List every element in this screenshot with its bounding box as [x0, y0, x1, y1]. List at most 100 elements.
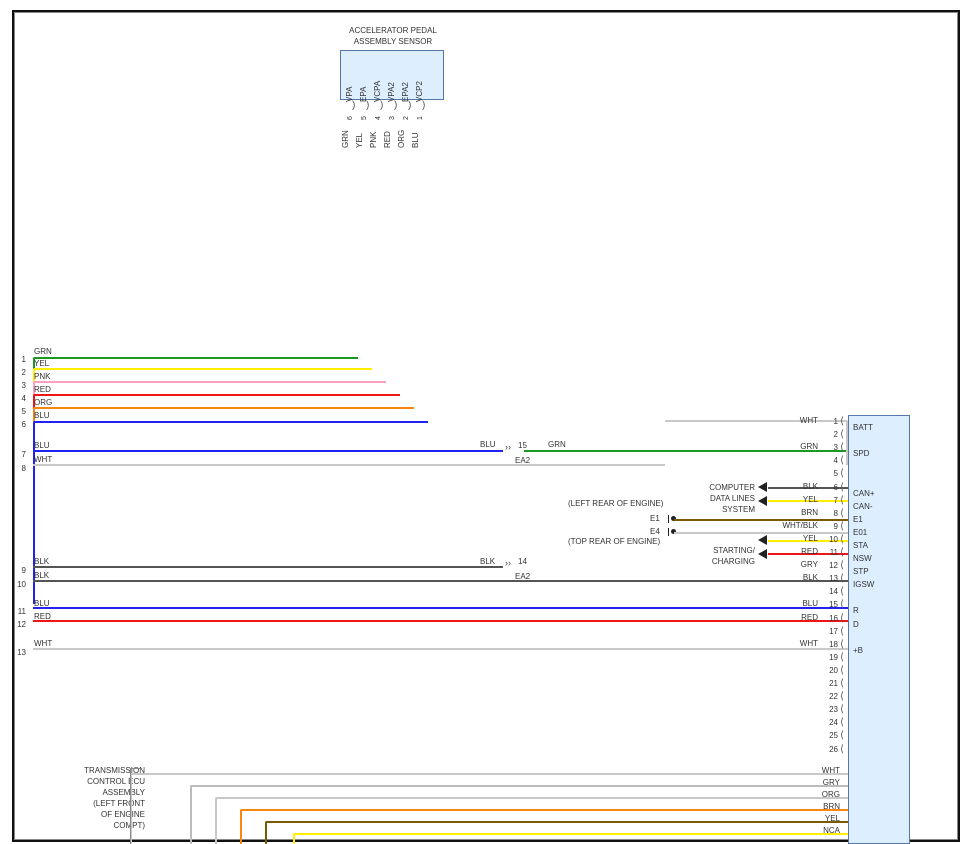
left-wire-label-6: BLU	[34, 411, 50, 420]
sensor-terminal-vcp2: VCP2	[415, 81, 424, 102]
left-wire-label-2: YEL	[34, 359, 50, 368]
trans-ecu-line1: TRANSMISSION	[84, 766, 145, 775]
sensor-title-line2: ASSEMBLY SENSOR	[353, 37, 433, 46]
ecu-bracket-17: ⟨	[840, 625, 844, 637]
ecu-bracket-11: ⟨	[840, 547, 844, 558]
ecu-bracket-15: ⟨	[840, 599, 844, 611]
ecu-wire-label-7: YEL	[802, 494, 818, 504]
accelerator-pedal-sensor-box[interactable]	[340, 50, 444, 100]
splice-num-14: 14	[518, 557, 527, 566]
arrow-icon-sta	[758, 535, 767, 545]
ecu-pin-no-3: 3	[833, 443, 838, 453]
left-wire-label-9: BLK	[34, 557, 50, 566]
left-wire-label-3: PNK	[34, 372, 51, 381]
ecu-bracket-6: ⟨	[840, 481, 844, 493]
left-pin-no-1: 1	[21, 355, 26, 364]
arrow-icon-can-plus	[758, 482, 767, 492]
ecu-pin-no-23: 23	[829, 705, 838, 715]
ecu-bracket-1: ⟨	[840, 416, 844, 427]
splice-marker-ea2-14[interactable]: ››	[505, 558, 511, 568]
sensor-title-line1: ACCELERATOR PEDAL	[349, 26, 437, 35]
ecu-pin-no-15: 15	[829, 600, 838, 610]
wire-yel-bottom-brown	[265, 821, 848, 844]
ecu-bracket-14: ⟨	[840, 586, 844, 598]
ecu-pin-no-18: 18	[829, 639, 838, 649]
left-wire-label-11: BLU	[34, 599, 50, 608]
connector-bracket-3: )	[394, 100, 398, 111]
left-pin-no-9: 9	[21, 566, 26, 575]
left-pin-no-4: 4	[21, 394, 26, 403]
bottom-wire-label-3: ORG	[821, 790, 840, 799]
ecu-wire-label-15: BLU	[802, 599, 818, 609]
ecu-bracket-7: ⟨	[840, 494, 844, 506]
ecu-terminal-stp: STP	[853, 567, 869, 577]
left-pin-no-11: 11	[17, 607, 26, 616]
ecu-wire-label-8: BRN	[801, 507, 818, 517]
ecu-connector-block[interactable]	[848, 415, 910, 844]
splice-marker-ea2-15[interactable]: ››	[505, 442, 511, 452]
ecu-bracket-10: ⟨	[840, 533, 844, 545]
left-pin-no-8: 8	[21, 464, 26, 473]
ecu-bracket-20: ⟨	[840, 664, 844, 676]
ecu-pin-no-16: 16	[829, 613, 838, 623]
ecu-terminal-can: CAN-	[853, 501, 873, 511]
ecu-terminal-spd: SPD	[853, 449, 870, 459]
ecu-wire-label-6: BLK	[802, 481, 818, 491]
ecu-bracket-13: ⟨	[840, 573, 844, 585]
sensor-pin-6: 6	[347, 116, 354, 120]
trans-ecu-line2: CONTROL ECU	[87, 777, 145, 786]
connector-bracket-1: )	[422, 100, 426, 111]
trans-ecu-line5: OF ENGINE	[100, 810, 145, 819]
row9-wire-label-blk: BLK	[480, 557, 496, 566]
ground-dot-e1	[671, 516, 676, 521]
ecu-terminal-e1: E1	[853, 514, 863, 524]
wire-yel-sta	[768, 540, 848, 542]
ecu-bracket-24: ⟨	[840, 717, 844, 729]
callout-top-rear-of-engine: (TOP REAR OF ENGINE)	[568, 537, 661, 546]
ecu-terminal-batt: BATT	[853, 423, 873, 432]
ecu-terminal-igsw: IGSW	[853, 580, 875, 590]
wire-whtblk-e4-to-ecu	[674, 532, 848, 534]
left-wire-label-4: RED	[34, 385, 51, 394]
ecu-wire-label-18: WHT	[799, 638, 818, 648]
sensor-pin-3: 3	[389, 116, 396, 120]
sensor-terminal-vcpa: VCPA	[373, 80, 382, 102]
connector-bracket-2: )	[408, 100, 412, 111]
ecu-pin-no-24: 24	[829, 718, 838, 728]
ecu-bracket-21: ⟨	[840, 678, 844, 689]
callout-computer-line1: COMPUTER	[709, 483, 755, 492]
left-wire-label-10: BLK	[34, 571, 50, 580]
ground-tick-e4	[668, 528, 669, 536]
left-pin-no-6: 6	[21, 420, 26, 429]
connector-bracket-5: )	[366, 100, 370, 111]
trans-ecu-line4: (LEFT FRONT	[93, 799, 145, 808]
ground-tick-e1	[668, 515, 669, 523]
callout-starting-line1: STARTING/	[713, 546, 755, 555]
bottom-wire-label-5: YEL	[824, 814, 840, 823]
wire-blu-row11	[33, 607, 848, 609]
wire-org-bottom-outer	[215, 797, 848, 844]
ecu-bracket-16: ⟨	[840, 612, 844, 624]
ecu-wire-label-16: RED	[801, 612, 818, 622]
row7-wire-label-grn: GRN	[548, 440, 566, 449]
ecu-bracket-19: ⟨	[840, 651, 844, 663]
sensor-wire-pnk: PNK	[369, 131, 378, 148]
ecu-wire-label-11: RED	[801, 547, 818, 556]
ecu-bracket-25: ⟨	[840, 730, 844, 742]
left-wire-label-5: ORG	[34, 398, 53, 407]
ecu-bracket-5: ⟨	[840, 468, 844, 480]
wire-wht-bottom	[130, 773, 848, 844]
left-pin-no-2: 2	[21, 368, 26, 377]
arrow-icon-nsw	[758, 549, 767, 559]
wire-gry-bottom	[190, 785, 848, 844]
wire-wht-row13	[33, 648, 848, 650]
ecu-pin-no-10: 10	[829, 534, 838, 544]
ecu-pin-no-20: 20	[829, 665, 838, 675]
trans-ecu-line3: ASSEMBLY	[102, 788, 145, 797]
ecu-wire-label-13: BLK	[802, 573, 818, 583]
ecu-terminal-r: R	[853, 606, 859, 616]
ecu-wire-label-10: YEL	[802, 533, 818, 543]
ecu-bracket-18: ⟨	[840, 638, 844, 650]
ecu-pin-no-6: 6	[833, 482, 838, 492]
